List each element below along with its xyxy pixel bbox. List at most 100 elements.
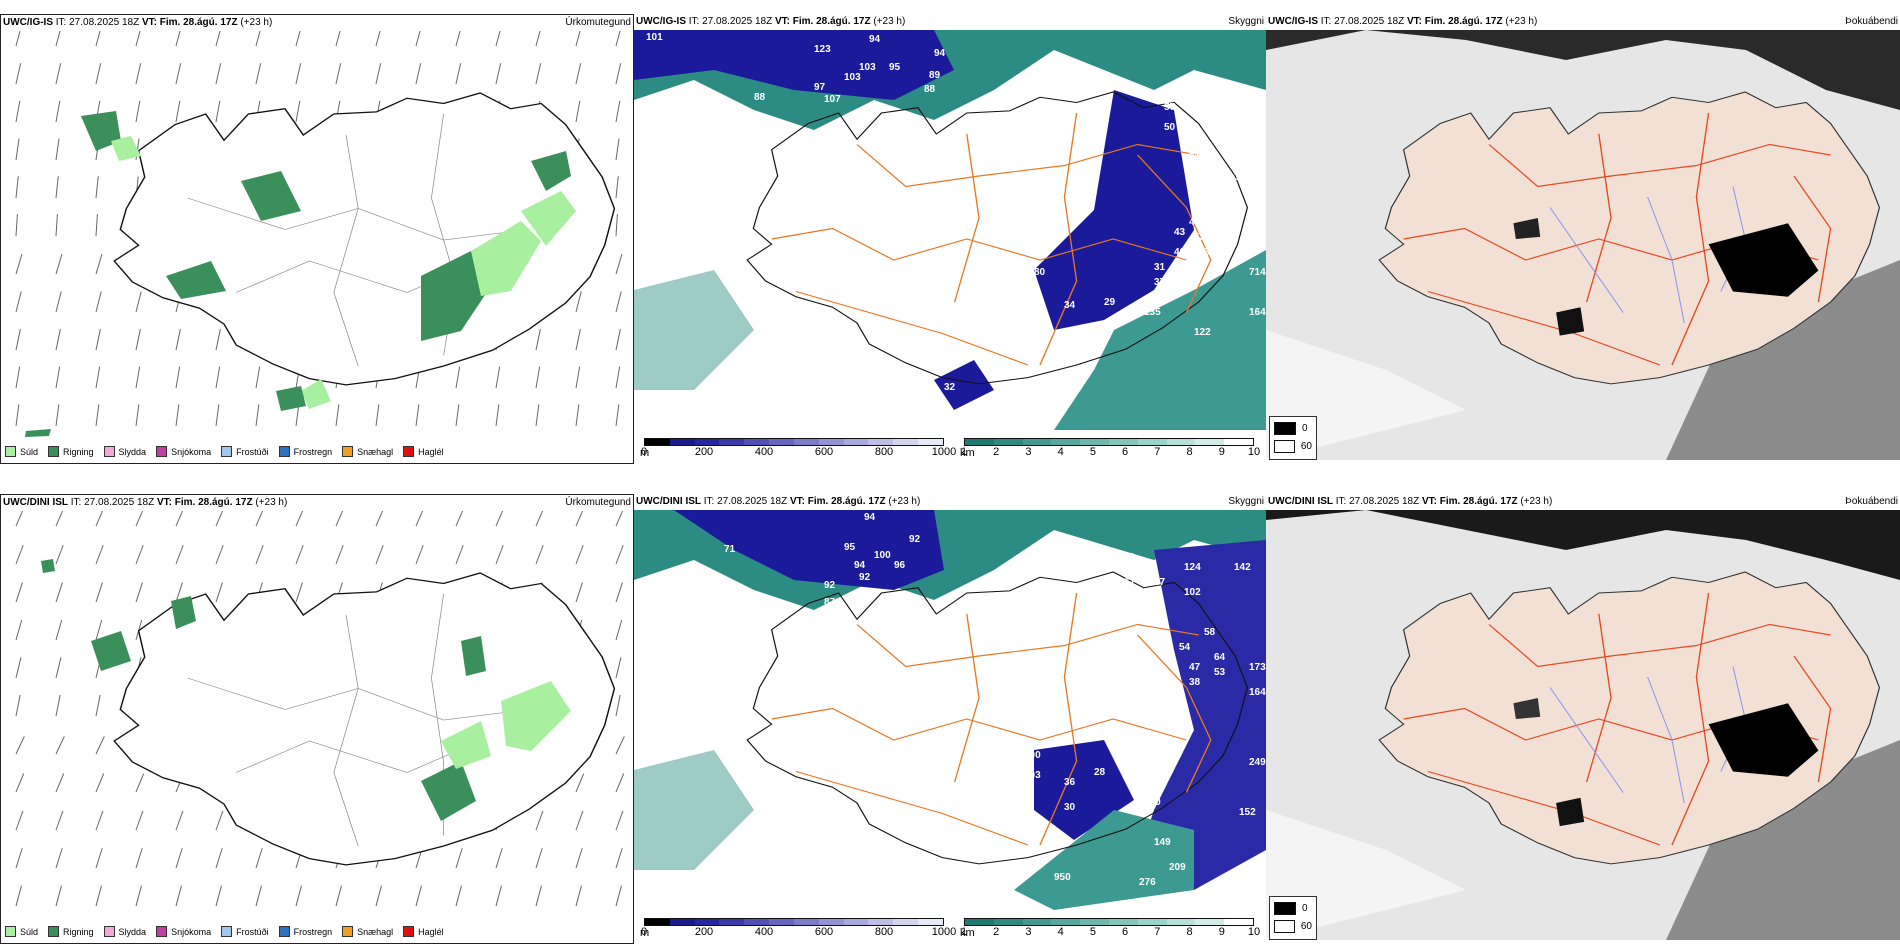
- cloudbase-value: 64: [1214, 652, 1226, 663]
- cloudbase-value: 35: [1149, 747, 1161, 758]
- precip-legend-item: Snæhagl: [342, 926, 393, 937]
- colorbar-segment: [918, 439, 943, 445]
- colorbar-segment: [1108, 439, 1138, 445]
- legend-label: Frostregn: [293, 926, 333, 937]
- cloudbase-value: 53: [1194, 232, 1206, 243]
- precip-legend-item: Haglél: [403, 446, 444, 457]
- wind-barb: [55, 810, 64, 831]
- wind-barb: [455, 31, 461, 47]
- colorbar-segment: [769, 919, 794, 925]
- cloudbase-value: 100: [1024, 750, 1041, 761]
- cloudbase-panel-ig: UWC/IG-IS IT: 27.08.2025 18Z VT: Fim. 28…: [634, 14, 1266, 464]
- legend-swatch: [5, 446, 16, 457]
- cloudbase-value: 43: [1174, 227, 1186, 238]
- legend-swatch: [48, 446, 60, 457]
- wind-barb: [55, 366, 61, 389]
- wind-barb: [135, 773, 145, 793]
- wind-barb: [55, 736, 65, 755]
- wind-barb: [135, 329, 141, 351]
- legend-label: Rigning: [63, 446, 94, 457]
- colorbar-tick: 800: [874, 926, 894, 938]
- wind-barb: [215, 31, 221, 47]
- cloudbase-value: 53: [744, 172, 756, 183]
- legend-label: Frostúði: [236, 926, 269, 937]
- colorbar-tick: 10: [1247, 926, 1261, 938]
- wind-barb: [535, 810, 544, 831]
- wind-barb: [215, 544, 224, 565]
- colorbar-tick: 8: [1186, 446, 1193, 458]
- colorbar-tick: 200: [694, 446, 714, 458]
- colorbar-segment: [868, 919, 894, 925]
- cloudbase-value: 34: [1194, 202, 1206, 213]
- wind-barb: [335, 404, 340, 427]
- wind-barb: [95, 544, 104, 565]
- wind-barb: [375, 404, 380, 427]
- cloudbase-value: 36: [1064, 777, 1076, 788]
- wind-barb: [255, 366, 261, 389]
- wind-barb: [15, 176, 19, 199]
- cloudbase-value: 61: [1124, 577, 1136, 588]
- wind-barb: [95, 582, 103, 603]
- colorbar-segment: [694, 439, 720, 445]
- wind-barb: [295, 582, 303, 603]
- colorbar-tick: 4: [1057, 926, 1064, 938]
- cloudbase-value: 164: [1249, 687, 1266, 698]
- panel-header: UWC/IG-IS IT: 27.08.2025 18Z VT: Fim. 28…: [1266, 14, 1900, 30]
- cloudbase-value: 107: [824, 94, 841, 105]
- colorbar-segment: [1224, 439, 1253, 445]
- cloudbase-value: 95: [889, 62, 901, 73]
- wind-barb: [15, 885, 22, 907]
- wind-barb: [215, 366, 221, 389]
- wind-barb: [575, 773, 585, 793]
- colorbar-segment: [1022, 439, 1052, 445]
- wind-barb: [95, 31, 101, 47]
- colorbar-tick: 1: [960, 446, 968, 458]
- legend-label: Súld: [20, 926, 39, 937]
- colorbar-segment: [1224, 919, 1253, 925]
- wind-barb: [375, 511, 384, 527]
- wind-barb: [215, 329, 221, 351]
- cloudbase-value: 950: [1054, 872, 1071, 883]
- colorbar-tick: 9: [1218, 446, 1225, 458]
- wind-barb: [95, 773, 105, 793]
- wind-barb: [15, 657, 22, 679]
- wind-barb: [575, 511, 584, 527]
- legend-label: Snæhagl: [357, 446, 394, 457]
- precip-legend-item: Slydda: [103, 446, 147, 457]
- wind-barb: [575, 31, 581, 47]
- colorbar-segment: [1051, 919, 1081, 925]
- wind-barb: [95, 404, 100, 427]
- colorbar-segment: [893, 919, 919, 925]
- visibility-colorbar: 1 2 3 4 5 6 7 8 9 10 km: [960, 918, 1260, 940]
- wind-barb: [295, 404, 300, 427]
- wind-barb: [175, 544, 184, 565]
- wind-barb: [415, 511, 424, 527]
- colorbar-segment: [918, 919, 943, 925]
- wind-barb: [15, 544, 24, 565]
- colorbar-segment: [965, 439, 994, 445]
- cloudbase-ticks: 0 200 400 600 800 1000: [641, 926, 956, 938]
- wind-barb: [575, 366, 581, 389]
- wind-barb: [15, 138, 20, 161]
- wind-barb: [55, 544, 64, 565]
- wind-barb: [255, 885, 262, 907]
- cloudbase-value: 106: [824, 192, 841, 203]
- precip-legend: Súld Rigning Slydda Snjókoma Frostúði Frostre…: [5, 446, 444, 457]
- cloudbase-value: 276: [1139, 877, 1156, 888]
- colorbar-tick: 5: [1089, 926, 1096, 938]
- wind-barb: [135, 848, 143, 869]
- wind-barb: [175, 582, 183, 603]
- wind-barb: [15, 773, 25, 793]
- precip-legend-item: Haglél: [403, 926, 444, 937]
- visibility-unit: km: [960, 447, 975, 459]
- wind-barb: [15, 736, 25, 755]
- colorbar-segment: [744, 439, 770, 445]
- cloudbase-value: 88: [924, 84, 936, 95]
- wind-barb: [55, 253, 63, 275]
- panel-title: Úrkomutegund: [565, 17, 631, 28]
- legend-swatch: [403, 446, 415, 457]
- wind-barb: [215, 100, 221, 123]
- legend-label: Slydda: [118, 446, 147, 457]
- colorbar-tick: 800: [874, 446, 894, 458]
